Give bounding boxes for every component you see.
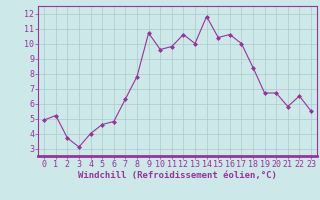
X-axis label: Windchill (Refroidissement éolien,°C): Windchill (Refroidissement éolien,°C): [78, 171, 277, 180]
